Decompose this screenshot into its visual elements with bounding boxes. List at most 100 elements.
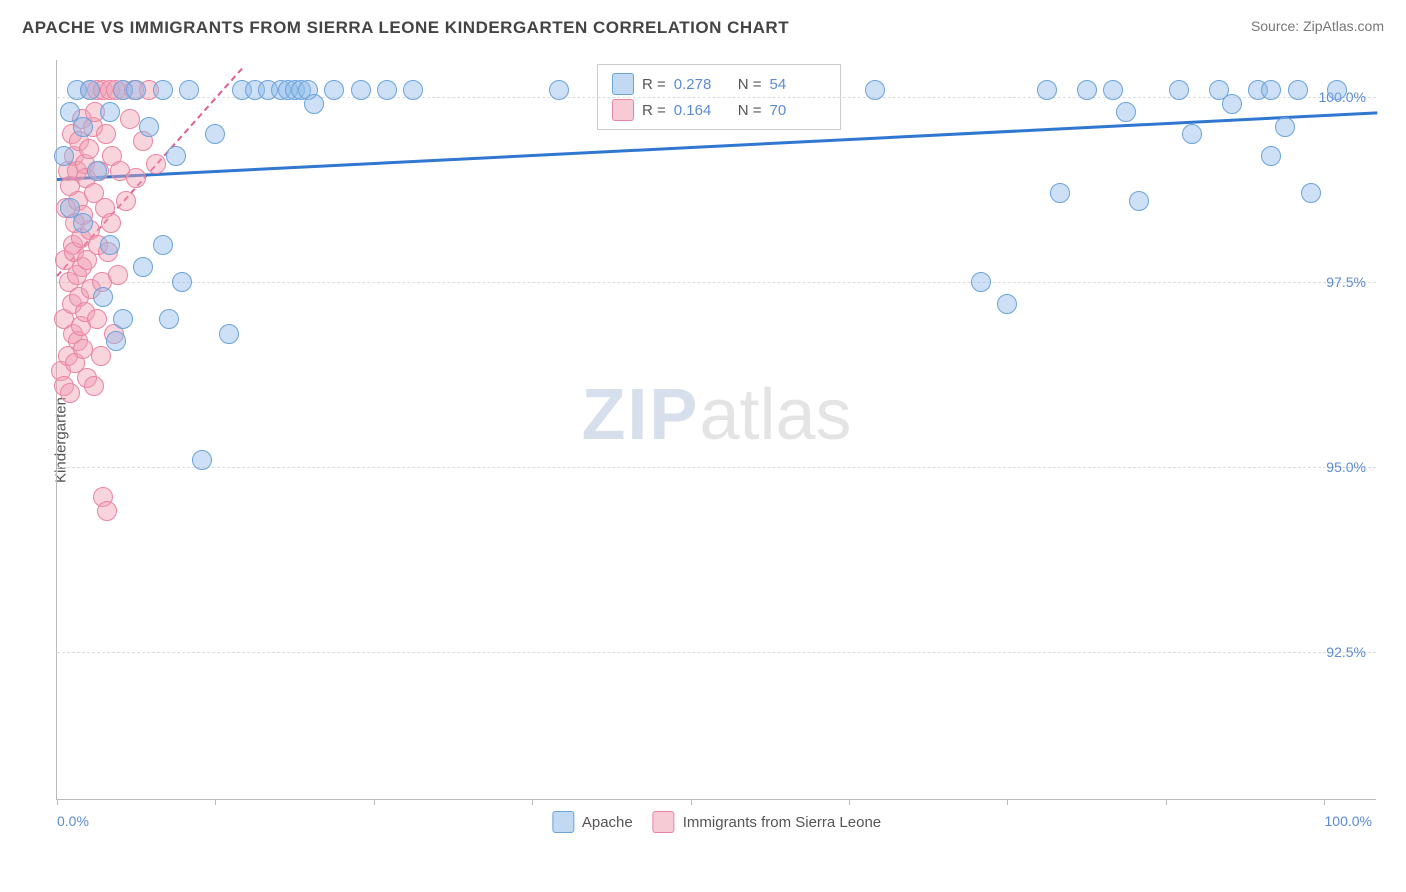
data-point xyxy=(73,117,93,137)
data-point xyxy=(172,272,192,292)
stats-row-sierra: R = 0.164 N = 70 xyxy=(612,97,826,123)
data-point xyxy=(84,376,104,396)
legend-item-sierra: Immigrants from Sierra Leone xyxy=(653,811,881,833)
data-point xyxy=(116,191,136,211)
watermark-atlas: atlas xyxy=(699,375,851,455)
swatch-apache xyxy=(612,73,634,95)
data-point xyxy=(304,94,324,114)
data-point xyxy=(1050,183,1070,203)
swatch-sierra xyxy=(612,99,634,121)
x-tick xyxy=(1166,799,1167,805)
data-point xyxy=(146,154,166,174)
data-point xyxy=(87,161,107,181)
data-point xyxy=(1169,80,1189,100)
data-point xyxy=(1327,80,1347,100)
chart-area: Kindergarten ZIPatlas R = 0.278 N = 54 R… xyxy=(22,50,1384,830)
data-point xyxy=(73,213,93,233)
data-point xyxy=(865,80,885,100)
data-point xyxy=(219,324,239,344)
n-value-sierra: 70 xyxy=(770,102,826,119)
x-tick xyxy=(374,799,375,805)
data-point xyxy=(377,80,397,100)
data-point xyxy=(79,139,99,159)
legend-label-sierra: Immigrants from Sierra Leone xyxy=(683,814,881,831)
data-point xyxy=(1222,94,1242,114)
data-point xyxy=(106,331,126,351)
data-point xyxy=(1275,117,1295,137)
legend-item-apache: Apache xyxy=(552,811,633,833)
data-point xyxy=(139,117,159,137)
x-tick xyxy=(849,799,850,805)
data-point xyxy=(96,124,116,144)
data-point xyxy=(1103,80,1123,100)
chart-source: Source: ZipAtlas.com xyxy=(1251,18,1384,34)
data-point xyxy=(1301,183,1321,203)
chart-title: APACHE VS IMMIGRANTS FROM SIERRA LEONE K… xyxy=(22,18,789,38)
data-point xyxy=(153,80,173,100)
x-tick-max: 100.0% xyxy=(1325,813,1372,829)
data-point xyxy=(153,235,173,255)
data-point xyxy=(120,109,140,129)
data-point xyxy=(60,383,80,403)
data-point xyxy=(113,309,133,329)
data-point xyxy=(179,80,199,100)
data-point xyxy=(97,501,117,521)
data-point xyxy=(1129,191,1149,211)
gridline xyxy=(57,467,1376,468)
watermark: ZIPatlas xyxy=(581,374,851,456)
stats-row-apache: R = 0.278 N = 54 xyxy=(612,71,826,97)
data-point xyxy=(1182,124,1202,144)
data-point xyxy=(54,146,74,166)
data-point xyxy=(1116,102,1136,122)
x-tick xyxy=(1324,799,1325,805)
gridline xyxy=(57,652,1376,653)
x-tick xyxy=(532,799,533,805)
data-point xyxy=(1037,80,1057,100)
data-point xyxy=(126,80,146,100)
data-point xyxy=(80,80,100,100)
watermark-zip: ZIP xyxy=(581,375,699,455)
data-point xyxy=(192,450,212,470)
x-tick xyxy=(1007,799,1008,805)
n-value-apache: 54 xyxy=(770,76,826,93)
plot-region: ZIPatlas R = 0.278 N = 54 R = 0.164 N = … xyxy=(56,60,1376,800)
y-tick-label: 95.0% xyxy=(1326,459,1366,475)
data-point xyxy=(133,257,153,277)
r-value-sierra: 0.164 xyxy=(674,102,730,119)
data-point xyxy=(351,80,371,100)
data-point xyxy=(1261,80,1281,100)
data-point xyxy=(108,265,128,285)
data-point xyxy=(87,309,107,329)
x-tick xyxy=(691,799,692,805)
data-point xyxy=(403,80,423,100)
r-label: R = xyxy=(642,76,666,93)
y-tick-label: 97.5% xyxy=(1326,274,1366,290)
x-tick xyxy=(215,799,216,805)
n-label: N = xyxy=(738,102,762,119)
swatch-apache xyxy=(552,811,574,833)
data-point xyxy=(166,146,186,166)
r-label: R = xyxy=(642,102,666,119)
r-value-apache: 0.278 xyxy=(674,76,730,93)
data-point xyxy=(100,235,120,255)
data-point xyxy=(205,124,225,144)
data-point xyxy=(1261,146,1281,166)
x-tick xyxy=(57,799,58,805)
data-point xyxy=(93,287,113,307)
data-point xyxy=(1077,80,1097,100)
y-tick-label: 92.5% xyxy=(1326,644,1366,660)
data-point xyxy=(324,80,344,100)
x-tick-min: 0.0% xyxy=(57,813,89,829)
chart-header: APACHE VS IMMIGRANTS FROM SIERRA LEONE K… xyxy=(0,0,1406,46)
gridline xyxy=(57,282,1376,283)
n-label: N = xyxy=(738,76,762,93)
data-point xyxy=(549,80,569,100)
data-point xyxy=(100,102,120,122)
data-point xyxy=(1288,80,1308,100)
data-point xyxy=(971,272,991,292)
legend-label-apache: Apache xyxy=(582,814,633,831)
swatch-sierra xyxy=(653,811,675,833)
data-point xyxy=(997,294,1017,314)
series-legend: Apache Immigrants from Sierra Leone xyxy=(552,811,881,833)
data-point xyxy=(126,168,146,188)
